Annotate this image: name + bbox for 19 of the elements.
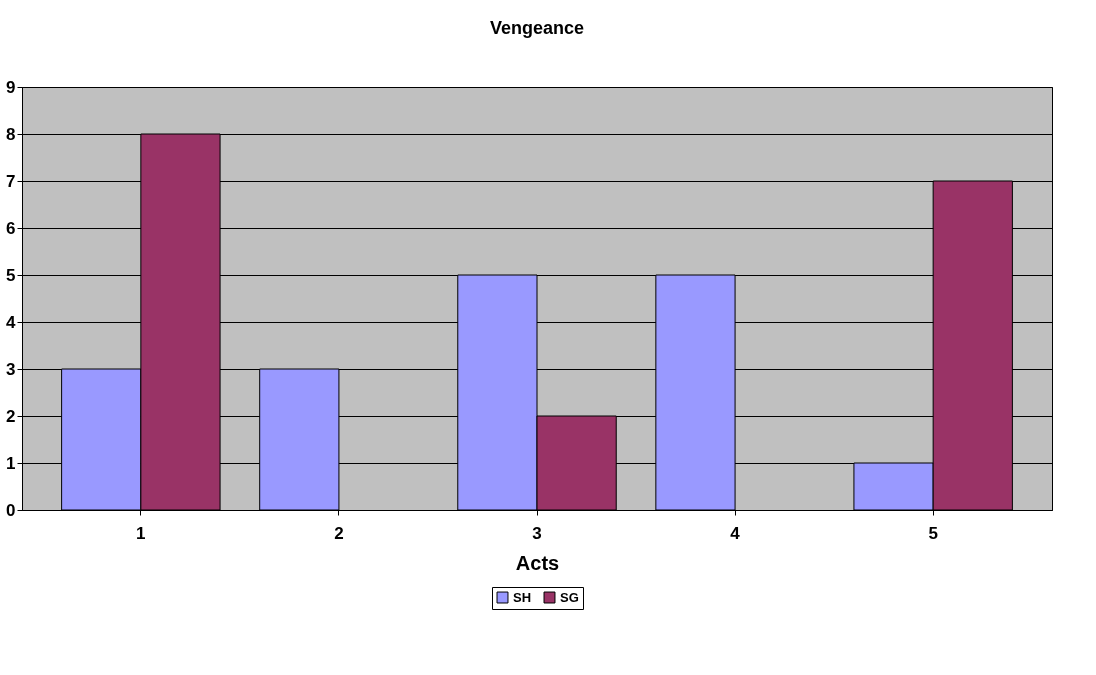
legend-label: SH	[513, 589, 532, 605]
x-axis-title: Acts	[515, 551, 560, 574]
y-tick-label: 2	[6, 406, 16, 426]
y-tick-label: 6	[6, 218, 16, 238]
x-tick-label: 2	[334, 523, 344, 543]
y-tick-label: 9	[6, 77, 16, 97]
x-tick-label: 5	[928, 523, 938, 543]
y-tick-label: 5	[6, 265, 16, 285]
y-tick-label: 0	[6, 500, 16, 520]
y-tick-label: 1	[6, 453, 16, 473]
y-tick-label: 3	[6, 359, 16, 379]
y-tick-label: 4	[6, 312, 17, 332]
legend-label: SG	[560, 589, 579, 605]
y-tick-label: 8	[6, 124, 16, 144]
x-tick-label: 3	[532, 523, 542, 543]
chart-title: Vengeance	[489, 18, 585, 38]
x-tick-label: 4	[730, 523, 741, 543]
x-tick-label: 1	[136, 523, 146, 543]
y-tick-label: 7	[6, 171, 16, 191]
